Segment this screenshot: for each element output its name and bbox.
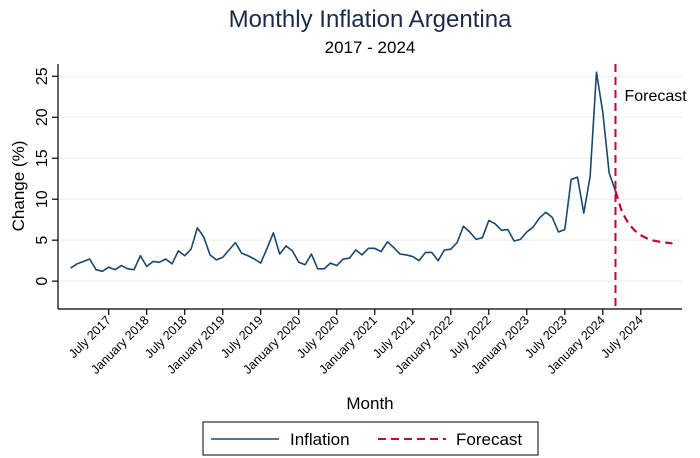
y-tick-label: 0 bbox=[34, 277, 51, 286]
chart-title: Monthly Inflation Argentina bbox=[229, 6, 512, 33]
y-tick-label: 25 bbox=[34, 67, 51, 85]
chart-subtitle: 2017 - 2024 bbox=[325, 38, 416, 57]
legend: Inflation Forecast bbox=[202, 421, 539, 456]
y-tick-label: 20 bbox=[34, 108, 51, 126]
series-layer bbox=[70, 71, 673, 273]
legend-label-inflation: Inflation bbox=[290, 430, 350, 449]
forecast-annotation: Forecast bbox=[624, 88, 687, 105]
y-axis-title: Change (%) bbox=[9, 141, 28, 232]
gridlines bbox=[58, 75, 682, 282]
y-tick-label: 15 bbox=[34, 149, 51, 167]
y-axis-ticks: 0 5 10 15 20 25 bbox=[34, 67, 58, 286]
series-line-forecast bbox=[614, 190, 673, 245]
y-tick-label: 10 bbox=[34, 190, 51, 208]
y-tick-label: 5 bbox=[34, 236, 51, 245]
x-axis-title: Month bbox=[346, 394, 393, 413]
legend-label-forecast: Forecast bbox=[456, 430, 522, 449]
annotations-layer: Forecast bbox=[614, 64, 687, 309]
